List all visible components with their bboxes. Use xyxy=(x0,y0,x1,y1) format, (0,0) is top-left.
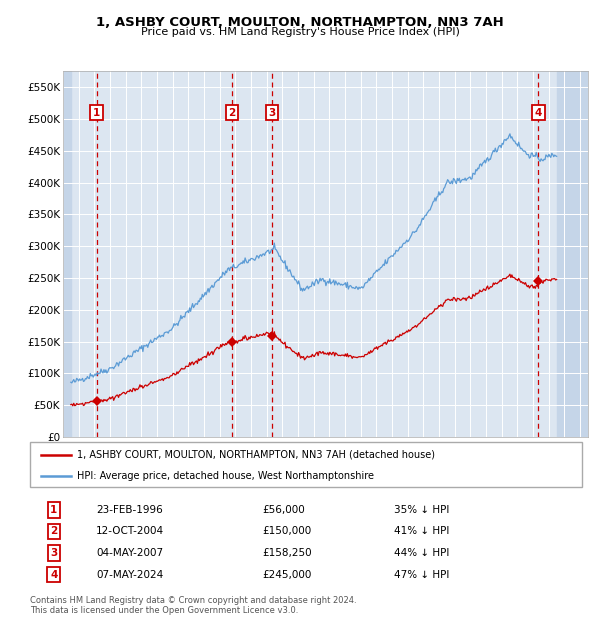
Text: £158,250: £158,250 xyxy=(262,548,311,558)
Text: Contains HM Land Registry data © Crown copyright and database right 2024.: Contains HM Land Registry data © Crown c… xyxy=(30,596,356,606)
Text: 41% ↓ HPI: 41% ↓ HPI xyxy=(394,526,449,536)
Text: 12-OCT-2004: 12-OCT-2004 xyxy=(96,526,164,536)
Text: 35% ↓ HPI: 35% ↓ HPI xyxy=(394,505,449,515)
Text: 3: 3 xyxy=(268,108,275,118)
Text: 07-MAY-2024: 07-MAY-2024 xyxy=(96,570,163,580)
Bar xyxy=(557,71,588,437)
Text: 23-FEB-1996: 23-FEB-1996 xyxy=(96,505,163,515)
Text: Price paid vs. HM Land Registry's House Price Index (HPI): Price paid vs. HM Land Registry's House … xyxy=(140,27,460,37)
Bar xyxy=(63,71,71,437)
Text: This data is licensed under the Open Government Licence v3.0.: This data is licensed under the Open Gov… xyxy=(30,606,298,616)
Text: 2: 2 xyxy=(50,526,58,536)
Text: £150,000: £150,000 xyxy=(262,526,311,536)
Text: 3: 3 xyxy=(50,548,58,558)
Text: 4: 4 xyxy=(50,570,58,580)
Text: £56,000: £56,000 xyxy=(262,505,305,515)
Text: 04-MAY-2007: 04-MAY-2007 xyxy=(96,548,163,558)
Text: 1: 1 xyxy=(50,505,58,515)
Text: £245,000: £245,000 xyxy=(262,570,311,580)
Text: HPI: Average price, detached house, West Northamptonshire: HPI: Average price, detached house, West… xyxy=(77,471,374,481)
Bar xyxy=(557,71,588,437)
Text: 1: 1 xyxy=(93,108,100,118)
Text: 47% ↓ HPI: 47% ↓ HPI xyxy=(394,570,449,580)
Text: 2: 2 xyxy=(229,108,236,118)
Text: 1, ASHBY COURT, MOULTON, NORTHAMPTON, NN3 7AH: 1, ASHBY COURT, MOULTON, NORTHAMPTON, NN… xyxy=(96,16,504,29)
Text: 4: 4 xyxy=(535,108,542,118)
Text: 1, ASHBY COURT, MOULTON, NORTHAMPTON, NN3 7AH (detached house): 1, ASHBY COURT, MOULTON, NORTHAMPTON, NN… xyxy=(77,450,435,459)
Bar xyxy=(63,71,71,437)
Text: 44% ↓ HPI: 44% ↓ HPI xyxy=(394,548,449,558)
